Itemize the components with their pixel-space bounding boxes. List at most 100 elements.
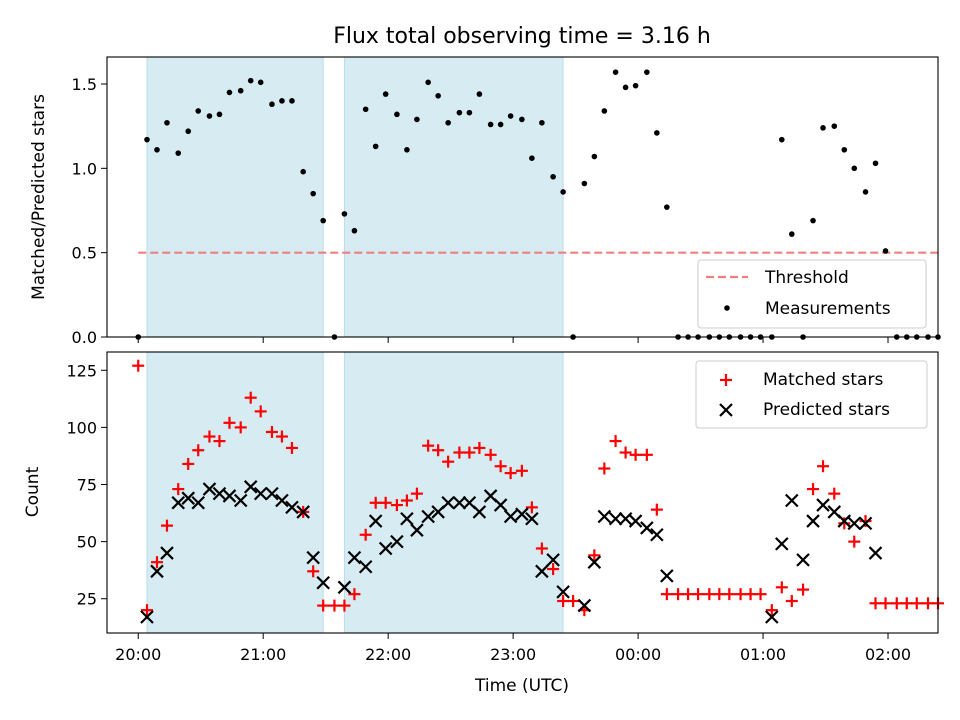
measurement-point bbox=[529, 155, 535, 162]
predicted-star-point bbox=[296, 505, 310, 519]
measurement-point bbox=[394, 111, 400, 118]
matched-star-point bbox=[182, 457, 195, 470]
predicted-star-point bbox=[202, 482, 217, 496]
predicted-star-point bbox=[556, 585, 570, 599]
count-y-tick-label: 75 bbox=[77, 476, 97, 495]
matched-star-point bbox=[692, 588, 705, 601]
measurement-point bbox=[404, 146, 410, 153]
legend-matched-label: Matched stars bbox=[763, 370, 883, 390]
ratio-x-ticks bbox=[137, 337, 889, 343]
measurement-point bbox=[560, 189, 566, 195]
count-axes-frame bbox=[106, 351, 939, 634]
ratio-y-tick-label: 1.5 bbox=[72, 75, 97, 94]
matched-star-point bbox=[567, 595, 580, 608]
predicted-star-point bbox=[306, 550, 320, 565]
matched-star-point bbox=[307, 565, 320, 578]
legend-predicted-swatch bbox=[719, 403, 733, 417]
count-y-tick-label: 50 bbox=[77, 533, 97, 552]
matched-star-point bbox=[848, 535, 861, 548]
predicted-star-point bbox=[847, 516, 862, 531]
matched-star-point bbox=[807, 483, 820, 496]
predicted-star-point bbox=[775, 537, 789, 551]
matched-star-point bbox=[535, 542, 548, 555]
predicted-star-point bbox=[275, 493, 289, 508]
predicted-star-point bbox=[378, 541, 393, 556]
measurement-point bbox=[195, 108, 202, 114]
predicted-star-point bbox=[347, 550, 362, 565]
measurement-point bbox=[247, 77, 254, 84]
measurement-point bbox=[435, 92, 441, 99]
predicted-star-point bbox=[253, 486, 268, 501]
count-y-tick-label: 25 bbox=[77, 590, 97, 609]
ratio-y-axis-label: Matched/Predicted stars bbox=[29, 94, 49, 300]
measurement-point bbox=[632, 82, 639, 89]
predicted-star-point bbox=[503, 509, 518, 524]
measurement-point bbox=[497, 121, 504, 128]
predicted-star-point bbox=[222, 489, 237, 503]
matched-star-point bbox=[422, 439, 435, 452]
predicted-star-point bbox=[650, 527, 664, 542]
count-shaded-regions bbox=[146, 351, 564, 634]
legend-measurements-label: Measurements bbox=[765, 299, 891, 319]
count-panel: 25 50 75 100 125 20:00 21:00 22:00 23:00 00:00 01… bbox=[23, 351, 944, 696]
matched-star-point bbox=[359, 528, 372, 541]
matched-star-point bbox=[213, 435, 226, 448]
predicted-star-point bbox=[160, 546, 174, 560]
predicted-star-point bbox=[243, 480, 258, 494]
matched-star-point bbox=[640, 448, 653, 461]
predicted-star-point bbox=[525, 511, 539, 526]
matched-star-point bbox=[504, 467, 517, 480]
measurement-point bbox=[581, 180, 588, 187]
count-x-tick-label: 22:00 bbox=[365, 645, 411, 664]
predicted-star-point bbox=[390, 534, 404, 549]
predicted-star-point bbox=[452, 496, 467, 510]
predicted-star-point bbox=[868, 546, 883, 560]
matched-star-point bbox=[525, 501, 538, 514]
predicted-star-point bbox=[858, 516, 873, 531]
matched-star-point bbox=[348, 588, 361, 601]
measurement-point bbox=[237, 87, 244, 94]
matched-star-point bbox=[723, 588, 736, 601]
ratio-axes-frame bbox=[106, 56, 939, 338]
measurement-point bbox=[320, 217, 326, 224]
predicted-star-point bbox=[441, 496, 455, 510]
matched-star-point bbox=[660, 588, 673, 601]
count-x-tick-label: 23:00 bbox=[490, 645, 536, 664]
predicted-star-point bbox=[535, 564, 549, 579]
count-shaded-region-2 bbox=[343, 351, 564, 634]
measurement-point bbox=[289, 98, 295, 104]
ratio-axes-border bbox=[106, 56, 939, 338]
count-x-ticks: 20:00 21:00 22:00 23:00 00:00 01:00 02:00 bbox=[115, 633, 911, 664]
matched-star-point bbox=[254, 405, 267, 418]
ratio-y-ticks: 0.0 0.5 1.0 1.5 bbox=[72, 75, 107, 347]
matched-star-point bbox=[494, 460, 507, 473]
predicted-star-point bbox=[316, 575, 330, 590]
measurement-point bbox=[206, 113, 213, 119]
ratio-legend-box bbox=[697, 259, 927, 329]
measurement-point bbox=[466, 109, 473, 116]
count-y-ticks: 25 50 75 100 125 bbox=[66, 361, 107, 609]
measurement-point bbox=[862, 189, 869, 195]
matched-star-point bbox=[275, 430, 288, 443]
predicted-star-point bbox=[358, 559, 373, 574]
predicted-star-point bbox=[493, 498, 508, 512]
measurement-point bbox=[144, 136, 150, 143]
measurement-point bbox=[820, 125, 826, 131]
measurement-point bbox=[831, 123, 838, 129]
measurement-point bbox=[539, 119, 545, 126]
legend-measurements-swatch bbox=[724, 305, 730, 311]
predicted-star-point bbox=[212, 486, 227, 501]
measurement-point bbox=[612, 69, 619, 75]
matched-star-point bbox=[432, 444, 445, 457]
legend-matched-swatch bbox=[720, 374, 732, 386]
count-axes-border bbox=[106, 351, 939, 634]
matched-star-point bbox=[515, 464, 528, 477]
measurement-point bbox=[362, 106, 369, 113]
predicted-star-point bbox=[587, 555, 602, 569]
measurement-point bbox=[226, 89, 233, 96]
count-y-axis-label: Count bbox=[23, 466, 43, 517]
predicted-star-point bbox=[265, 486, 279, 501]
predicted-star-point bbox=[515, 507, 529, 521]
predicted-star-point bbox=[191, 496, 206, 510]
matched-star-point bbox=[817, 460, 830, 473]
